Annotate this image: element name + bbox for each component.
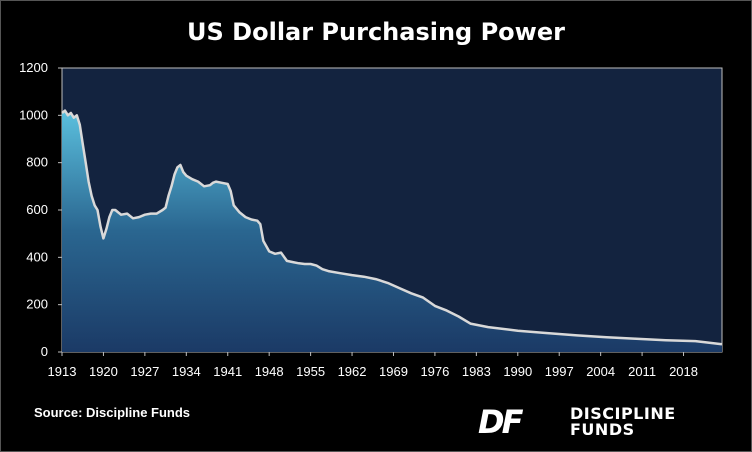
chart-title: US Dollar Purchasing Power (187, 18, 565, 46)
logo-mark: DF (478, 403, 523, 441)
discipline-funds-logo: DF DISCIPLINE FUNDS (478, 405, 718, 439)
logo-line2: FUNDS (570, 420, 635, 439)
x-tick-label: 1976 (420, 364, 449, 379)
series-line (61, 109, 723, 346)
x-tick-label: 1983 (462, 364, 491, 379)
x-tick-label: 1941 (213, 364, 242, 379)
x-tick-label: 1955 (296, 364, 325, 379)
y-tick-label: 400 (26, 249, 48, 264)
x-tick-label: 2018 (669, 364, 698, 379)
x-tick-label: 1934 (172, 364, 201, 379)
x-tick-label: 1962 (338, 364, 367, 379)
area-fill (62, 110, 722, 352)
logo-words: DISCIPLINE FUNDS (570, 406, 676, 438)
y-tick-label: 600 (26, 202, 48, 217)
x-tick-label: 2011 (628, 364, 656, 379)
y-tick-label: 0 (41, 344, 48, 359)
y-tick-label: 200 (26, 297, 48, 312)
y-tick-label: 1000 (19, 107, 48, 122)
x-tick-label: 2004 (586, 364, 615, 379)
x-tick-label: 1948 (255, 364, 284, 379)
x-tick-label: 1990 (503, 364, 532, 379)
x-tick-label: 1997 (545, 364, 574, 379)
x-tick-label: 1969 (379, 364, 408, 379)
x-tick-label: 1913 (48, 364, 77, 379)
logo-line1: DISCIPLINE (570, 404, 676, 423)
source-note: Source: Discipline Funds (34, 405, 191, 420)
y-tick-label: 1200 (19, 60, 48, 75)
y-tick-label: 800 (26, 155, 48, 170)
x-tick-label: 1927 (130, 364, 159, 379)
x-tick-label: 1920 (89, 364, 118, 379)
